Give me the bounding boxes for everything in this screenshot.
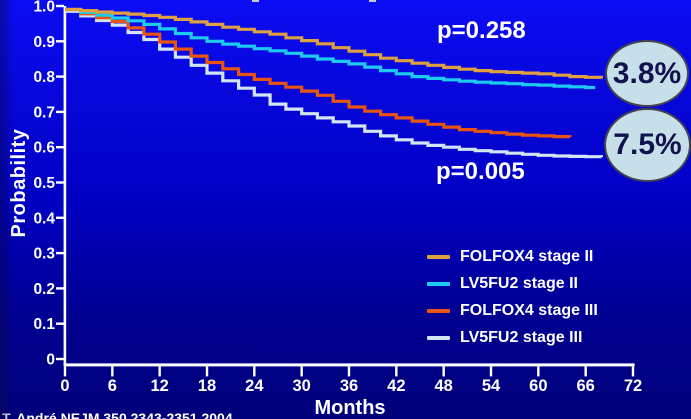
legend-swatch-folfox4-stage2 (427, 254, 450, 259)
difference-badge-stage3: 7.5% (604, 108, 691, 182)
legend-label: FOLFOX4 stage II (460, 247, 594, 265)
legend-label: LV5FU2 stage III (460, 328, 583, 346)
difference-badge-stage2: 3.8% (605, 40, 689, 107)
x-tick (63, 366, 67, 377)
legend-item: LV5FU2 stage II (427, 270, 598, 297)
y-tick (56, 110, 64, 114)
y-tick-label: 1.0 (33, 0, 55, 16)
x-tick-label: 66 (576, 377, 594, 395)
y-tick (56, 75, 64, 78)
km-curve-folfox4-stage-iii (65, 7, 572, 139)
pvalue-stage2-label: p=0.258 (437, 17, 526, 44)
x-tick (158, 366, 161, 377)
x-tick (205, 366, 209, 377)
x-tick-label: 24 (245, 377, 264, 395)
x-tick-label: 0 (60, 377, 69, 395)
y-tick-label: 0.2 (33, 281, 55, 298)
y-axis-title: Probability (8, 128, 30, 238)
km-curve-folfox4-stage-ii (65, 7, 603, 79)
y-tick-label: 0.9 (33, 34, 55, 51)
y-tick (56, 216, 64, 219)
legend-swatch-folfox4-stage3 (427, 308, 450, 313)
x-tick (584, 366, 587, 377)
y-tick-label: 0.5 (33, 175, 55, 192)
x-tick-label: 36 (340, 377, 358, 395)
legend-item: FOLFOX4 stage II (427, 243, 598, 270)
legend: FOLFOX4 stage II LV5FU2 stage II FOLFOX4… (427, 243, 598, 351)
x-tick (300, 366, 303, 377)
x-tick-label: 60 (529, 377, 547, 395)
x-tick-label: 42 (387, 377, 405, 395)
y-tick-label: 0.6 (33, 140, 55, 157)
y-tick (56, 322, 64, 325)
x-tick-label: 48 (434, 377, 452, 395)
legend-label: FOLFOX4 stage III (460, 301, 598, 319)
x-axis-title: Months (314, 397, 386, 419)
x-tick-label: 6 (108, 377, 117, 395)
x-tick (537, 366, 540, 377)
y-tick-label: 0.7 (33, 104, 55, 121)
y-axis-line (63, 6, 67, 366)
km-curve-lv5fu2-stage-ii (65, 7, 596, 90)
y-tick (56, 146, 64, 149)
citation-text: T. André NEJM 350 2343-2351 2004 (2, 410, 233, 419)
cropped-title-descender-mark (369, 0, 376, 2)
x-tick (631, 366, 635, 377)
x-tick-label: 30 (292, 377, 310, 395)
legend-item: LV5FU2 stage III (427, 324, 598, 351)
y-tick (56, 251, 64, 255)
y-tick (56, 40, 64, 43)
y-tick-label: 0.8 (33, 69, 55, 86)
x-tick-label: 12 (150, 377, 168, 395)
y-tick (56, 287, 64, 290)
x-tick-label: 72 (624, 377, 642, 395)
y-tick-label: 0.1 (33, 316, 55, 333)
x-tick (111, 366, 114, 377)
y-tick-label: 0.3 (33, 246, 55, 263)
x-tick (489, 366, 493, 377)
x-tick-label: 54 (482, 377, 501, 395)
pvalue-stage3-label: p=0.005 (436, 158, 525, 185)
legend-swatch-lv5fu2-stage3 (427, 335, 450, 340)
x-tick (442, 366, 445, 377)
y-tick (56, 4, 64, 8)
legend-label: LV5FU2 stage II (460, 274, 578, 292)
y-tick (56, 357, 64, 361)
y-tick (56, 181, 64, 184)
cropped-title-descender-mark (252, 0, 259, 2)
legend-swatch-lv5fu2-stage2 (427, 281, 450, 286)
y-tick-label: 0 (46, 352, 55, 369)
x-axis-line (63, 363, 635, 367)
x-tick (395, 366, 398, 377)
x-tick (253, 366, 256, 377)
x-tick (347, 366, 351, 377)
x-tick-label: 18 (198, 377, 216, 395)
legend-item: FOLFOX4 stage III (427, 297, 598, 324)
y-tick-label: 0.4 (33, 210, 55, 227)
